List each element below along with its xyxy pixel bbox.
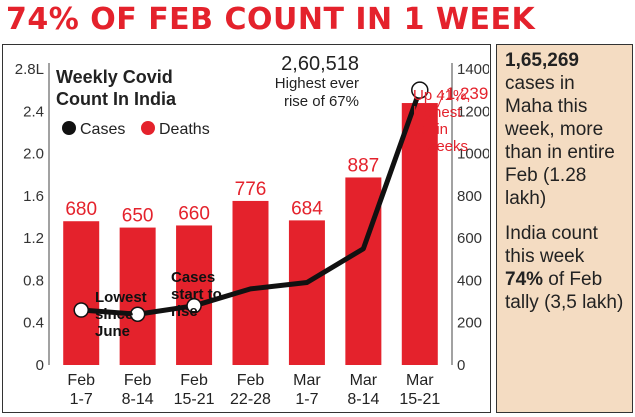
right-tick-label: 200 (457, 315, 482, 332)
right-tick-label: 1200 (457, 103, 489, 120)
deaths-data-label: 1,239 (446, 84, 489, 103)
left-tick-label: 0.8 (23, 272, 44, 289)
deaths-data-label: 887 (348, 155, 380, 176)
annotation-peak-note: rise of 67% (284, 93, 359, 110)
legend-swatch-cases (62, 121, 76, 135)
covid-chart: 2.8L 2.4 2.0 1.6 1.2 0.8 0.4 0 1400 1200 1000 800 60… (15, 53, 490, 408)
category-label: 8-14 (122, 391, 154, 408)
category-label: Mar (406, 372, 434, 389)
cases-point (186, 298, 202, 314)
chart-panel: 2.8L 2.4 2.0 1.6 1.2 0.8 0.4 0 1400 1200 1000 800 60… (2, 44, 491, 413)
category-label: Mar (350, 372, 378, 389)
left-tick-label: 0 (36, 357, 44, 374)
category-label: Mar (293, 372, 321, 389)
deaths-bar (119, 227, 156, 365)
annotation-cases-start: rise (171, 303, 198, 320)
category-label: Feb (124, 372, 152, 389)
deaths-bar (345, 177, 382, 365)
india-count-percent: 74% (505, 269, 544, 290)
side-panel: 1,65,269 cases in Maha this week, more t… (496, 44, 633, 413)
category-label: Feb (67, 372, 95, 389)
chart-title: Weekly Covid (56, 67, 173, 87)
deaths-bar (176, 225, 213, 365)
annotation-lowest: since (95, 306, 133, 323)
left-tick-label: 1.2 (23, 230, 44, 247)
india-count-pre: India count this week (505, 223, 598, 267)
annotation-peak-value: 2,60,518 (281, 53, 359, 75)
annotation-peak-note: Highest ever (275, 75, 359, 92)
annotation-deaths-note: toll in (413, 121, 448, 138)
left-tick-label: 0.4 (23, 315, 44, 332)
deaths-bar (401, 103, 438, 365)
annotation-lowest: Lowest (95, 289, 147, 306)
annotation-cases-start: Cases (171, 269, 215, 286)
right-tick-label: 400 (457, 272, 482, 289)
deaths-data-label: 776 (235, 179, 267, 200)
deaths-label-connector (437, 92, 445, 108)
right-tick-label: 1000 (457, 146, 489, 163)
deaths-data-label: 680 (65, 199, 97, 220)
left-tick-label: 2.0 (23, 146, 44, 163)
annotation-lowest: June (95, 323, 130, 340)
cases-point (73, 302, 89, 318)
maha-cases-note: 1,65,269 cases in Maha this week, more t… (505, 49, 626, 210)
headline: 74% OF FEB COUNT IN 1 WEEK (6, 2, 536, 37)
category-label: 15-21 (174, 391, 215, 408)
left-tick-label: 2.4 (23, 103, 44, 120)
deaths-bar (63, 221, 100, 365)
category-label: 1-7 (295, 391, 318, 408)
legend-swatch-deaths (141, 121, 155, 135)
india-count-post: of Feb tally (3,5 lakh) (505, 269, 624, 313)
annotation-deaths-note: 9 weeks (413, 138, 468, 155)
legend-label: Cases (80, 121, 125, 138)
category-label: Feb (237, 372, 265, 389)
category-label: 1-7 (70, 391, 93, 408)
category-label: 8-14 (347, 391, 379, 408)
legend-label: Deaths (159, 121, 210, 138)
deaths-data-label: 684 (291, 198, 323, 219)
left-tick-label: 2.8L (15, 61, 44, 78)
right-tick-label: 800 (457, 188, 482, 205)
maha-cases-value: 1,65,269 (505, 50, 579, 71)
category-label: 15-21 (399, 391, 440, 408)
chart-title: Count In India (56, 89, 177, 109)
cases-peak-point (411, 81, 429, 99)
deaths-data-label: 650 (122, 206, 154, 227)
maha-cases-text: cases in Maha this week, more than in en… (505, 73, 615, 209)
india-count-note: India count this week 74% of Feb tally (… (505, 222, 626, 314)
annotation-deaths-note: highest (413, 104, 462, 121)
right-tick-label: 0 (457, 357, 465, 374)
cases-point (129, 306, 146, 323)
annotation-cases-start: start to (171, 286, 222, 303)
right-tick-label: 600 (457, 230, 482, 247)
deaths-bar (232, 200, 269, 365)
annotation-deaths-note: Up 41%, (413, 87, 471, 104)
deaths-bar (288, 220, 325, 365)
category-label: Feb (180, 372, 208, 389)
left-tick-label: 1.6 (23, 188, 44, 205)
right-tick-label: 1400 (457, 61, 489, 78)
category-label: 22-28 (230, 391, 271, 408)
deaths-data-label: 660 (178, 203, 210, 224)
